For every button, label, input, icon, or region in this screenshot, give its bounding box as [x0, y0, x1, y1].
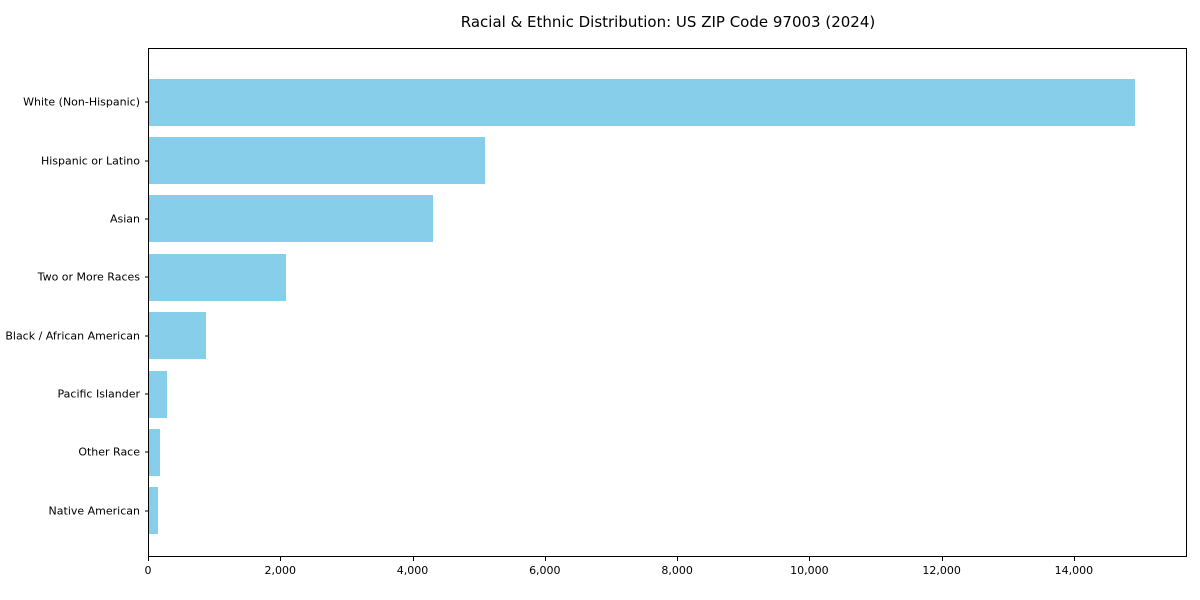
x-axis-tick [941, 557, 943, 561]
x-axis-tick-label: 6,000 [529, 564, 561, 577]
bar [149, 253, 287, 301]
bar-row: Other Race [78, 423, 1186, 481]
x-axis-tick [1073, 557, 1075, 561]
bar-row: Asian [110, 190, 1186, 248]
y-axis-label: White (Non-Hispanic) [23, 95, 140, 109]
y-axis-label: Two or More Races [37, 270, 140, 284]
bar-row: Pacific Islander [58, 365, 1186, 423]
x-axis-tick [677, 557, 679, 561]
x-axis-tick-label: 12,000 [922, 564, 961, 577]
x-axis-tick [544, 557, 546, 561]
y-axis-label: Asian [109, 212, 140, 226]
bar [149, 78, 1135, 126]
chart-title: Racial & Ethnic Distribution: US ZIP Cod… [460, 13, 876, 31]
bar [149, 370, 168, 418]
bars-container: White (Non-Hispanic) Hispanic or Latino As… [5, 73, 1186, 540]
bar [149, 487, 159, 535]
y-axis-tick [145, 218, 149, 220]
y-axis-label: Hispanic or Latino [40, 154, 140, 168]
x-axis-tick-label: 2,000 [264, 564, 297, 577]
x-axis-tick-label: 0 [144, 564, 152, 577]
y-axis-tick [145, 393, 149, 395]
x-axis-tick-label: 10,000 [790, 564, 829, 577]
y-axis-tick [145, 510, 149, 512]
bar-row: Hispanic or Latino [41, 131, 1186, 189]
bar-row: Native American [49, 482, 1186, 540]
bar-row: White (Non-Hispanic) [23, 73, 1186, 131]
x-axis-tick [809, 557, 811, 561]
bar-row: Black / African American [5, 307, 1186, 365]
x-axis: 0 2,000 4,000 6,000 8,000 10,000 12,000 14,000 [144, 557, 1187, 589]
y-axis-label: Pacific Islander [57, 387, 140, 401]
y-axis-tick [145, 101, 149, 103]
x-axis-tick-label: 14,000 [1054, 564, 1094, 577]
y-axis-label: Other Race [78, 445, 140, 459]
bar [149, 312, 206, 360]
x-axis-tick [280, 557, 282, 561]
bar-row: Two or More Races [38, 248, 1186, 306]
y-axis-label: Black / African American [5, 329, 140, 343]
plot-area: White (Non-Hispanic) Hispanic or Latino As… [5, 48, 1187, 557]
x-axis-tick [148, 557, 149, 561]
bar [149, 137, 485, 185]
y-axis-tick [145, 451, 149, 453]
x-axis-tick [412, 557, 414, 561]
bar [149, 195, 433, 243]
y-axis-label: Native American [48, 504, 140, 518]
y-axis-tick [145, 335, 149, 337]
y-axis-tick [145, 276, 149, 278]
x-axis-tick-label: 4,000 [396, 564, 429, 577]
x-axis-tick-label: 8,000 [661, 564, 693, 577]
bar [149, 428, 160, 476]
y-axis-tick [145, 160, 149, 162]
